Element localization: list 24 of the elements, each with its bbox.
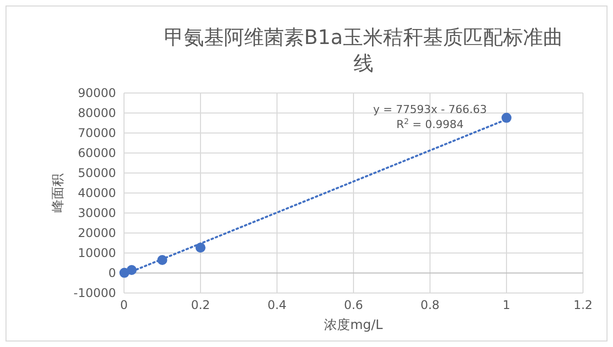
y-tick-label: 30000	[78, 206, 116, 220]
y-tick-label: 90000	[78, 86, 116, 100]
x-tick-label: 1	[502, 298, 510, 312]
y-tick-label: 10000	[78, 246, 116, 260]
y-axis-title: 峰面积	[51, 174, 66, 212]
y-tick-label: 70000	[78, 126, 116, 140]
chart-title: 甲氨基阿维菌素B1a玉米秸秆基质匹配标准曲线	[164, 25, 563, 75]
x-tick-label: 1.2	[573, 298, 593, 312]
point	[502, 112, 512, 123]
y-tick-label: 20000	[78, 226, 116, 240]
x-tick-label: 0.2	[190, 298, 210, 312]
x-tick-label: 0.4	[267, 298, 287, 312]
y-tick-label: -10000	[73, 286, 116, 300]
x-tick-label: 0.6	[344, 298, 364, 312]
y-tick-label: 50000	[78, 166, 116, 180]
y-tick-label: 0	[108, 266, 116, 280]
y-tick-label: 60000	[78, 146, 116, 160]
x-axis-title: 浓度mg/L	[324, 317, 384, 333]
x-tick-label: 0	[120, 298, 128, 312]
y-tick-label: 80000	[78, 106, 116, 120]
y-tick-label: 40000	[78, 186, 116, 200]
annotation: y = 77593x - 766.63	[373, 103, 487, 116]
annotation: R$^{2}$ = 0.9984	[396, 116, 464, 131]
x-tick-label: 0.8	[420, 298, 440, 312]
